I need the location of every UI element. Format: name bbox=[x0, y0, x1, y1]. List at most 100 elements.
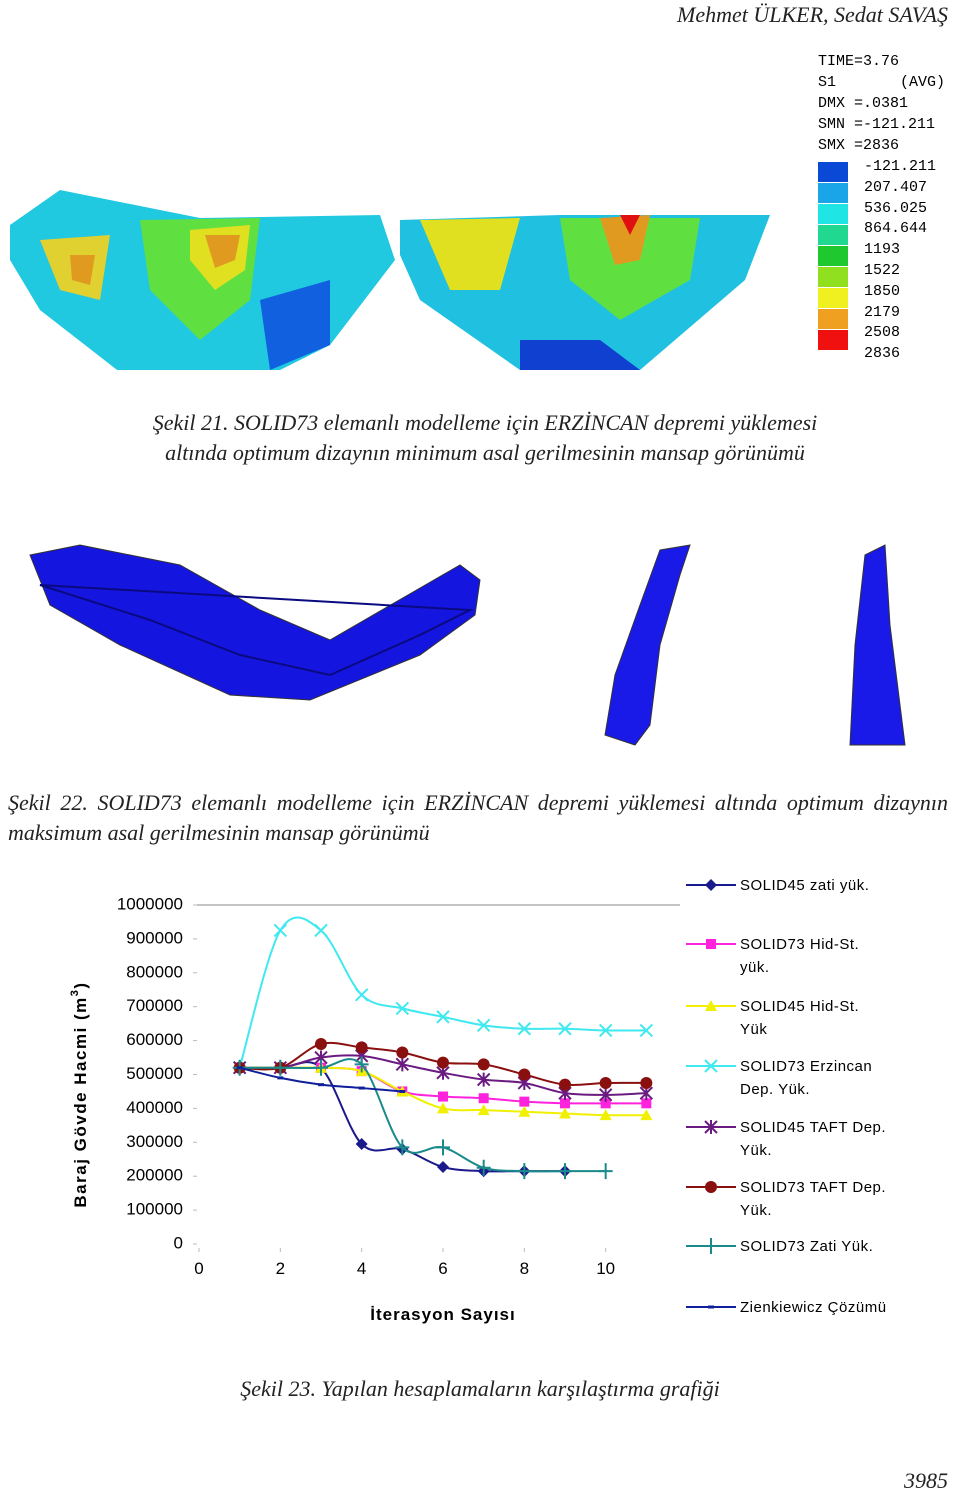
marker bbox=[704, 1120, 718, 1134]
marker bbox=[598, 1163, 613, 1180]
y-tick-label: 700000 bbox=[126, 996, 183, 1015]
marker bbox=[518, 1105, 531, 1117]
legend-text: DMX =.0381 bbox=[818, 95, 909, 112]
legend-text: SMX =2836 bbox=[818, 137, 900, 154]
legend-label: Zienkiewicz Çözümü bbox=[740, 1299, 887, 1316]
legend-swatch bbox=[686, 1120, 736, 1134]
marker bbox=[395, 1139, 410, 1156]
marker bbox=[558, 1022, 572, 1036]
marker bbox=[355, 1041, 368, 1054]
legend-text: (AVG) bbox=[900, 74, 946, 91]
scale-box bbox=[818, 183, 848, 203]
scale-label: 1522 bbox=[864, 262, 901, 279]
contour-zone bbox=[205, 235, 240, 268]
marker bbox=[358, 1086, 365, 1090]
marker bbox=[318, 1083, 324, 1087]
marker bbox=[559, 1078, 571, 1091]
marker bbox=[355, 1137, 368, 1150]
scale-box bbox=[818, 330, 848, 350]
legend-swatch bbox=[686, 1059, 736, 1073]
marker bbox=[354, 1056, 369, 1073]
marker bbox=[519, 1096, 530, 1107]
contour-zone bbox=[560, 218, 700, 320]
marker bbox=[518, 1068, 531, 1081]
marker bbox=[558, 1163, 572, 1180]
scale-box bbox=[818, 309, 848, 329]
legend-label: SOLID73 Zati Yük. bbox=[740, 1238, 874, 1255]
x-tick-label: 0 bbox=[194, 1259, 203, 1278]
y-tick-label: 900000 bbox=[126, 928, 183, 947]
y-tick-label: 1000000 bbox=[117, 894, 183, 913]
x-tick-label: 10 bbox=[596, 1259, 615, 1278]
y-tick-label: 800000 bbox=[126, 962, 183, 981]
chart: 0 100000 200000 300000 400000 500000 600000 700… bbox=[69, 894, 680, 1324]
series-line bbox=[238, 916, 647, 1069]
marker bbox=[706, 939, 716, 949]
legend-text: TIME=3.76 bbox=[818, 53, 900, 70]
marker bbox=[354, 988, 369, 1002]
marker bbox=[517, 1163, 532, 1180]
y-axis-label-part: Baraj Gövde Hacmi (m bbox=[71, 996, 90, 1207]
marker bbox=[314, 923, 328, 938]
marker bbox=[273, 923, 288, 938]
y-tick-label: 400000 bbox=[126, 1098, 183, 1117]
marker bbox=[236, 1066, 243, 1070]
x-tick-label: 6 bbox=[438, 1259, 447, 1278]
scale-box bbox=[818, 267, 848, 287]
scale-label: 864.644 bbox=[864, 220, 928, 238]
marker bbox=[477, 1058, 490, 1071]
marker bbox=[641, 1098, 652, 1109]
marker bbox=[639, 1023, 654, 1038]
marker bbox=[314, 1059, 328, 1076]
y-tick-label: 0 bbox=[174, 1233, 183, 1252]
marker bbox=[598, 1023, 613, 1038]
y-axis-label: Baraj Gövde Hacmi (m3) bbox=[69, 981, 90, 1207]
contour-zone bbox=[420, 218, 520, 290]
marker bbox=[708, 1305, 714, 1309]
marker bbox=[436, 1010, 450, 1024]
marker bbox=[277, 1076, 284, 1080]
legend-swatch bbox=[686, 1181, 736, 1193]
marker bbox=[477, 1104, 490, 1116]
marker bbox=[559, 1107, 571, 1119]
marker bbox=[640, 1076, 653, 1089]
scale-label: -121.211 bbox=[864, 158, 937, 175]
y-tick-label: 600000 bbox=[126, 1030, 183, 1049]
marker bbox=[478, 1093, 489, 1104]
marker bbox=[315, 1037, 327, 1050]
legend-swatch bbox=[686, 1000, 736, 1011]
marker bbox=[438, 1091, 448, 1102]
scale-label: 1193 bbox=[864, 241, 901, 259]
marker bbox=[704, 1059, 718, 1073]
scale-label: 207.407 bbox=[864, 178, 928, 196]
figure23-caption: Şekil 23. Yapılan hesaplamaların karşıla… bbox=[240, 1376, 720, 1401]
legend-label: SOLID73 Hid-St. yük. bbox=[740, 936, 860, 976]
y-tick-label: 500000 bbox=[126, 1064, 183, 1083]
scale-box bbox=[818, 204, 848, 224]
scale-box bbox=[818, 162, 848, 182]
marker bbox=[399, 1089, 406, 1093]
marker bbox=[705, 879, 717, 891]
scale-label: 2836 bbox=[864, 345, 901, 363]
dam-shape bbox=[29, 544, 481, 701]
legend-text: SMN =-121.211 bbox=[818, 116, 936, 133]
legend-swatch bbox=[686, 1238, 736, 1254]
x-axis-label: İterasyon Sayısı bbox=[370, 1305, 515, 1324]
marker bbox=[704, 1238, 718, 1254]
figure21-caption: Şekil 21. SOLID73 elemanlı modelleme içi… bbox=[152, 410, 818, 465]
marker bbox=[560, 1098, 570, 1109]
marker bbox=[640, 1109, 653, 1121]
marker bbox=[600, 1098, 611, 1109]
marker bbox=[437, 1161, 449, 1174]
legend-label: SOLID45 Hid-St. Yük bbox=[740, 998, 860, 1038]
marker bbox=[476, 1072, 491, 1087]
contour-zone bbox=[620, 215, 640, 235]
figure22-image bbox=[29, 544, 906, 746]
marker bbox=[436, 1139, 450, 1156]
legend-swatch bbox=[686, 879, 736, 891]
scale-label: 536.025 bbox=[864, 199, 928, 217]
legend-text: S1 bbox=[818, 74, 837, 91]
scale-box bbox=[818, 225, 848, 245]
scale-label: 2508 bbox=[864, 324, 901, 342]
